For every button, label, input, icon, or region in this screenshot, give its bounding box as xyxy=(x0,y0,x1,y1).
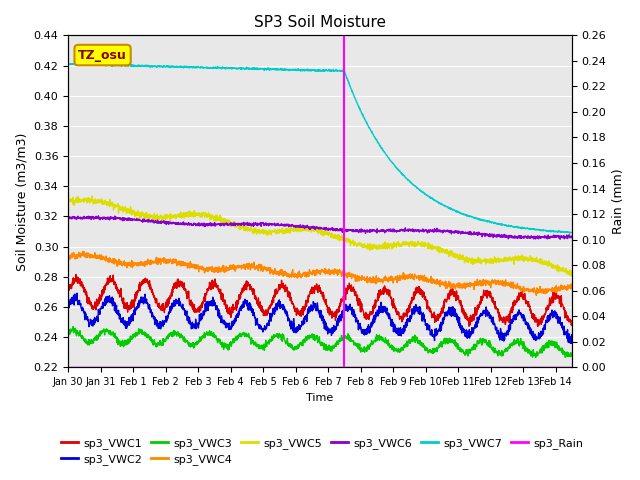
sp3_Rain xyxy=(461,364,468,370)
sp3_VWC5 xyxy=(64,199,72,204)
sp3_VWC3 xyxy=(64,330,72,336)
sp3_VWC2 xyxy=(310,299,317,304)
sp3_VWC6 xyxy=(90,216,98,222)
sp3_VWC5 xyxy=(554,262,561,268)
sp3_VWC1 xyxy=(465,324,473,329)
sp3_VWC4 xyxy=(461,285,469,290)
sp3_VWC4 xyxy=(554,288,561,294)
sp3_VWC3 xyxy=(554,342,561,348)
sp3_VWC2 xyxy=(296,326,304,332)
sp3_VWC1 xyxy=(90,305,98,311)
sp3_VWC7 xyxy=(90,61,98,67)
Text: TZ_osu: TZ_osu xyxy=(78,48,127,61)
sp3_VWC7 xyxy=(71,60,79,66)
sp3_VWC5 xyxy=(310,225,317,231)
sp3_VWC3 xyxy=(296,340,304,346)
sp3_VWC6 xyxy=(64,216,72,221)
sp3_VWC7 xyxy=(566,230,574,236)
sp3_VWC2 xyxy=(554,311,561,317)
sp3_VWC4 xyxy=(296,272,304,277)
sp3_VWC5 xyxy=(567,273,575,278)
sp3_Rain xyxy=(64,364,72,370)
sp3_VWC3 xyxy=(568,353,576,359)
sp3_VWC1 xyxy=(72,272,80,277)
sp3_VWC5 xyxy=(88,193,96,199)
sp3_VWC3 xyxy=(461,352,469,358)
sp3_VWC2 xyxy=(567,340,575,346)
Title: SP3 Soil Moisture: SP3 Soil Moisture xyxy=(254,15,386,30)
sp3_VWC5 xyxy=(90,200,98,206)
sp3_VWC2 xyxy=(554,316,561,322)
Line: sp3_VWC3: sp3_VWC3 xyxy=(68,326,572,358)
X-axis label: Time: Time xyxy=(307,393,333,403)
sp3_VWC3 xyxy=(69,324,77,329)
sp3_VWC1 xyxy=(461,312,469,317)
sp3_VWC7 xyxy=(554,229,561,235)
sp3_VWC6 xyxy=(95,213,102,219)
Line: sp3_VWC7: sp3_VWC7 xyxy=(68,63,572,233)
sp3_VWC4 xyxy=(79,249,86,254)
sp3_VWC1 xyxy=(568,322,576,328)
sp3_VWC2 xyxy=(90,316,98,322)
sp3_VWC4 xyxy=(554,286,561,291)
Y-axis label: Soil Moisture (m3/m3): Soil Moisture (m3/m3) xyxy=(15,132,28,271)
sp3_VWC3 xyxy=(561,355,569,360)
sp3_VWC4 xyxy=(90,253,98,259)
sp3_VWC1 xyxy=(64,288,72,294)
Legend: sp3_VWC1, sp3_VWC2, sp3_VWC3, sp3_VWC4, sp3_VWC5, sp3_VWC6, sp3_VWC7, sp3_Rain: sp3_VWC1, sp3_VWC2, sp3_VWC3, sp3_VWC4, … xyxy=(57,433,588,469)
sp3_VWC2 xyxy=(73,290,81,296)
sp3_VWC1 xyxy=(554,295,561,300)
sp3_Rain xyxy=(554,364,561,370)
sp3_VWC7 xyxy=(554,229,561,235)
Line: sp3_VWC2: sp3_VWC2 xyxy=(68,293,572,343)
Line: sp3_VWC6: sp3_VWC6 xyxy=(68,216,572,239)
sp3_Rain xyxy=(90,364,98,370)
Line: sp3_VWC4: sp3_VWC4 xyxy=(68,252,572,295)
sp3_VWC7 xyxy=(461,212,469,217)
sp3_Rain xyxy=(296,364,303,370)
sp3_VWC1 xyxy=(554,293,561,299)
sp3_VWC3 xyxy=(90,336,98,342)
sp3_VWC4 xyxy=(310,268,317,274)
sp3_VWC3 xyxy=(554,344,561,349)
sp3_VWC1 xyxy=(310,288,317,293)
Line: sp3_VWC1: sp3_VWC1 xyxy=(68,275,572,326)
sp3_VWC6 xyxy=(554,233,561,239)
sp3_VWC4 xyxy=(532,292,540,298)
sp3_VWC6 xyxy=(310,224,317,230)
sp3_VWC2 xyxy=(461,330,469,336)
sp3_VWC2 xyxy=(568,335,576,340)
sp3_VWC4 xyxy=(568,281,576,287)
sp3_VWC7 xyxy=(310,67,317,73)
sp3_Rain xyxy=(568,364,576,370)
sp3_VWC1 xyxy=(296,308,304,314)
sp3_VWC7 xyxy=(64,60,72,66)
sp3_VWC5 xyxy=(461,257,469,263)
sp3_VWC5 xyxy=(554,262,561,268)
sp3_VWC2 xyxy=(64,304,72,310)
sp3_VWC4 xyxy=(64,256,72,262)
sp3_VWC5 xyxy=(296,224,304,229)
sp3_VWC6 xyxy=(568,235,576,240)
sp3_Rain xyxy=(309,364,317,370)
sp3_VWC6 xyxy=(554,233,561,239)
sp3_VWC6 xyxy=(556,236,564,242)
sp3_VWC5 xyxy=(568,269,576,275)
sp3_VWC6 xyxy=(461,230,469,236)
sp3_VWC6 xyxy=(296,222,304,228)
sp3_VWC7 xyxy=(568,229,576,235)
sp3_VWC7 xyxy=(296,68,304,73)
sp3_Rain xyxy=(553,364,561,370)
Line: sp3_VWC5: sp3_VWC5 xyxy=(68,196,572,276)
Y-axis label: Rain (mm): Rain (mm) xyxy=(612,168,625,234)
sp3_VWC3 xyxy=(310,336,317,342)
